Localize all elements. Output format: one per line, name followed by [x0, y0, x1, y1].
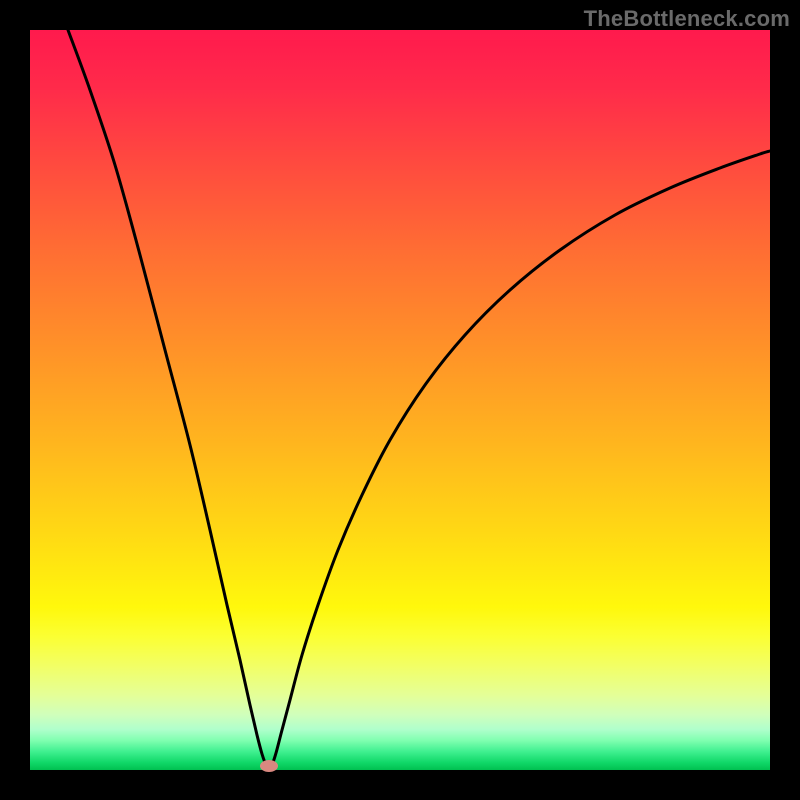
plot-area: [30, 30, 770, 772]
minimum-marker: [260, 760, 278, 772]
plot-background: [30, 30, 770, 770]
chart-svg: [0, 0, 800, 800]
chart-container: TheBottleneck.com: [0, 0, 800, 800]
attribution-watermark: TheBottleneck.com: [584, 6, 790, 32]
